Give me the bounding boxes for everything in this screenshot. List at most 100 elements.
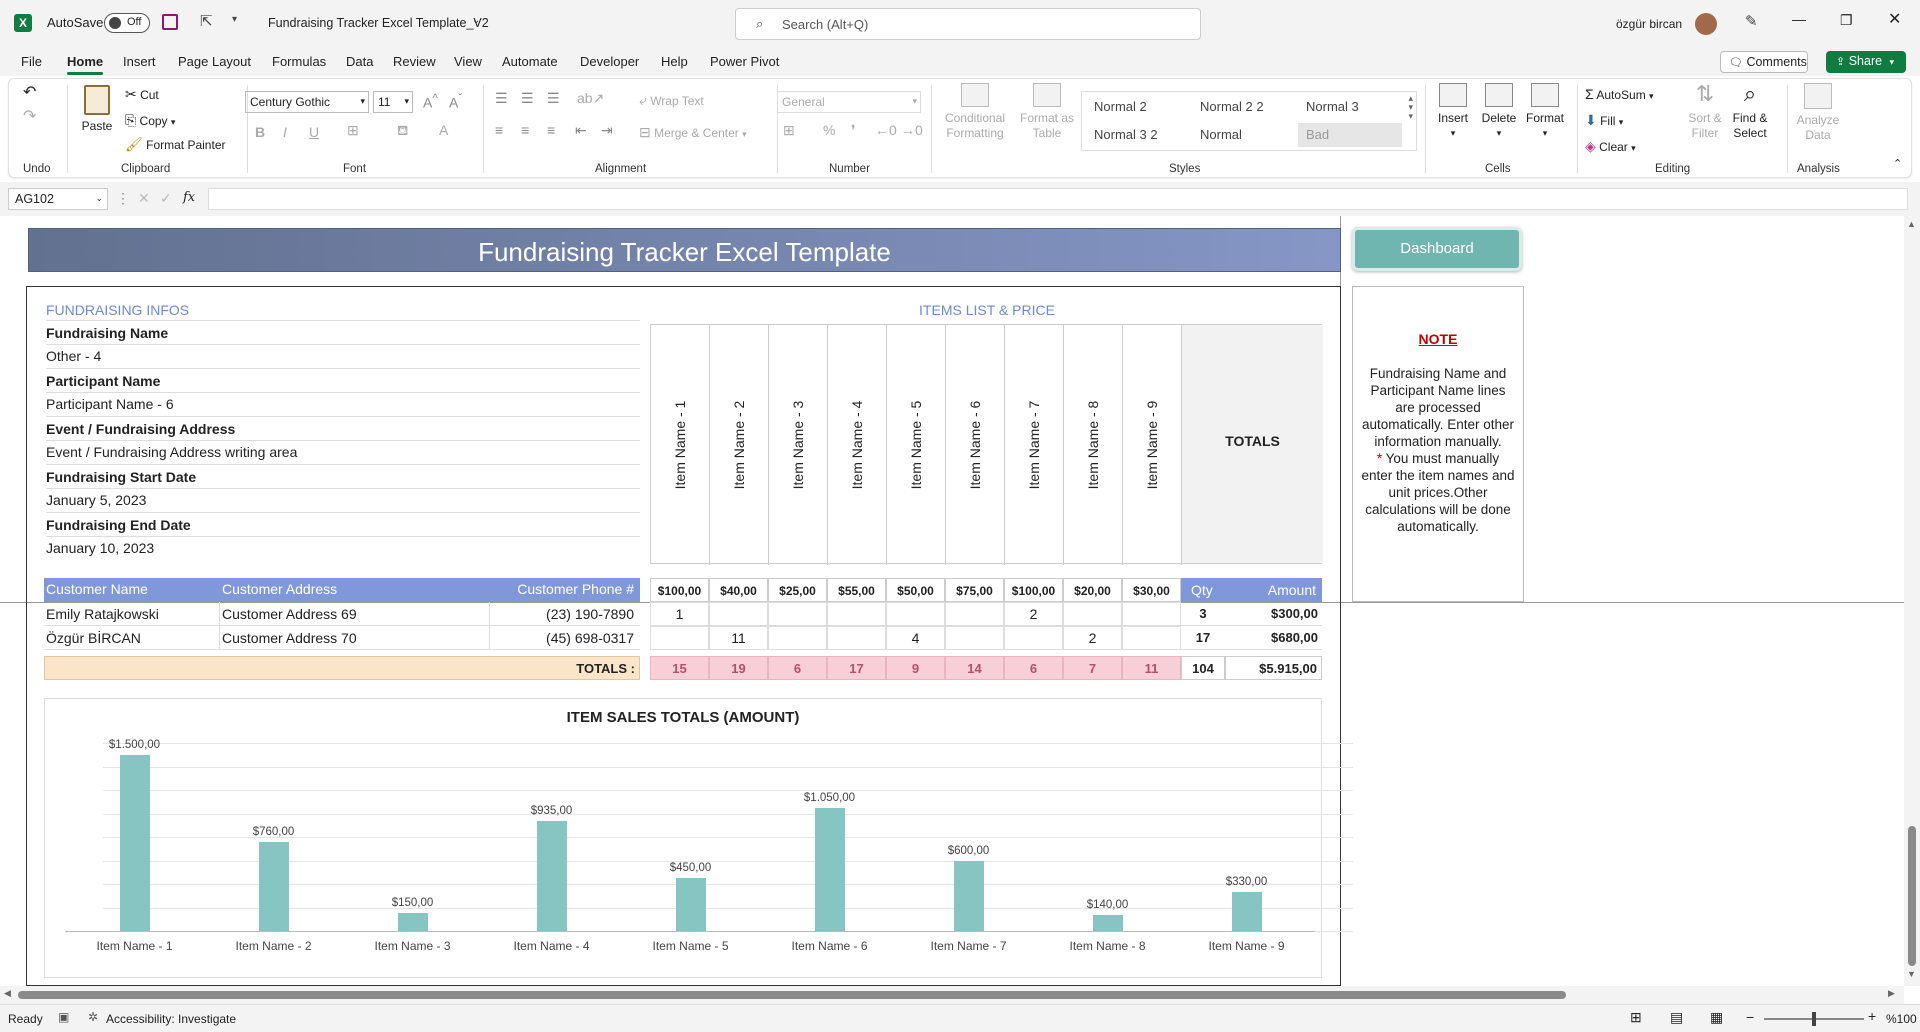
chart-bar[interactable] bbox=[397, 913, 428, 931]
avatar[interactable] bbox=[1695, 13, 1717, 35]
copy-button[interactable]: ⎘ Copy ▾ bbox=[125, 113, 175, 128]
fill-color-icon[interactable]: ⛾ bbox=[397, 122, 409, 138]
tab-help[interactable]: Help bbox=[661, 54, 688, 69]
chart-bar[interactable] bbox=[953, 860, 984, 931]
align-bottom-icon[interactable]: ☰ bbox=[547, 90, 560, 106]
font-size-select[interactable]: 11 ▾ bbox=[373, 91, 413, 113]
find-select-button[interactable]: ⌕ Find & Select bbox=[1727, 83, 1773, 141]
decrease-indent-icon[interactable]: ⇤ bbox=[575, 122, 587, 138]
table-row[interactable]: Emily Ratajkowski Customer Address 69 (23)… bbox=[44, 602, 1322, 626]
item-price[interactable]: $100,00 bbox=[650, 578, 709, 602]
analyze-data-button[interactable]: Analyze Data bbox=[1795, 83, 1841, 143]
insert-cells-button[interactable]: Insert ▾ bbox=[1433, 83, 1473, 139]
style-normal-2-2[interactable]: Normal 2 2 bbox=[1200, 99, 1264, 114]
name-box[interactable]: AG102 ⌄ bbox=[8, 188, 108, 210]
customer-address[interactable]: Customer Address 70 bbox=[220, 626, 490, 650]
fill-button[interactable]: ⬇ Fill ▾ bbox=[1585, 113, 1623, 128]
item-header[interactable]: Item Name - 1 bbox=[651, 325, 710, 565]
item-qty-cell[interactable] bbox=[1122, 626, 1181, 650]
style-normal-3-2[interactable]: Normal 3 2 bbox=[1094, 127, 1158, 142]
user-name[interactable]: özgür bircan bbox=[1616, 17, 1683, 31]
vertical-scrollbar[interactable]: ▲ ▼ bbox=[1904, 216, 1920, 986]
redo-icon[interactable]: ↷ bbox=[23, 108, 37, 125]
cut-button[interactable]: ✂ Cut bbox=[125, 87, 159, 102]
customize-qat-icon[interactable]: ▾ bbox=[232, 14, 238, 25]
item-qty-cell[interactable] bbox=[1122, 602, 1181, 626]
search-box[interactable]: ⌕ Search (Alt+Q) bbox=[735, 8, 1201, 40]
scroll-right-icon[interactable]: ▶ bbox=[1888, 988, 1895, 998]
comma-icon[interactable]: ❜ bbox=[851, 122, 856, 138]
minimize-icon[interactable]: — bbox=[1792, 11, 1806, 27]
collapse-ribbon-icon[interactable]: ⌃ bbox=[1893, 158, 1903, 170]
macro-record-icon[interactable]: ▣ bbox=[58, 1010, 70, 1024]
customer-address[interactable]: Customer Address 69 bbox=[220, 602, 490, 626]
item-qty-cell[interactable] bbox=[1063, 602, 1122, 626]
align-top-icon[interactable]: ☰ bbox=[495, 90, 508, 106]
bold-icon[interactable]: B bbox=[255, 124, 266, 140]
more-icon[interactable]: ⋮ bbox=[116, 190, 130, 206]
formula-input[interactable] bbox=[208, 188, 1908, 210]
font-name-select[interactable]: Century Gothic ▾ bbox=[245, 91, 369, 113]
scroll-down-icon[interactable]: ▼ bbox=[1907, 969, 1916, 979]
page-break-view-icon[interactable]: ▦ bbox=[1710, 1009, 1724, 1025]
italic-icon[interactable]: I bbox=[283, 124, 287, 140]
zoom-in-icon[interactable]: + bbox=[1868, 1008, 1877, 1024]
dashboard-button[interactable]: Dashboard bbox=[1352, 227, 1522, 271]
tab-automate[interactable]: Automate bbox=[502, 54, 558, 69]
function-icon[interactable]: fx bbox=[183, 190, 196, 205]
increase-indent-icon[interactable]: ⇥ bbox=[601, 122, 613, 138]
tab-data[interactable]: Data bbox=[346, 54, 374, 69]
item-qty-cell[interactable]: 1 bbox=[650, 602, 709, 626]
item-price[interactable]: $30,00 bbox=[1122, 578, 1181, 602]
align-right-icon[interactable]: ≡ bbox=[547, 122, 556, 138]
sales-chart[interactable]: ITEM SALES TOTALS (AMOUNT) $1.500,00 Item… bbox=[44, 698, 1353, 978]
item-qty-cell[interactable] bbox=[768, 626, 827, 650]
style-normal-3[interactable]: Normal 3 bbox=[1306, 99, 1359, 114]
customer-phone[interactable]: (45) 698-0317 bbox=[490, 626, 640, 650]
item-header[interactable]: Item Name - 6 bbox=[946, 325, 1005, 565]
item-qty-cell[interactable] bbox=[1004, 626, 1063, 650]
item-header[interactable]: Item Name - 3 bbox=[769, 325, 828, 565]
chevron-down-icon[interactable]: ⌄ bbox=[472, 15, 481, 26]
align-center-icon[interactable]: ≡ bbox=[521, 122, 530, 138]
item-header[interactable]: Item Name - 8 bbox=[1064, 325, 1123, 565]
horizontal-scrollbar[interactable]: ◀ ▶ bbox=[0, 986, 1904, 1004]
format-painter-button[interactable]: 🖌 Format Painter bbox=[125, 137, 225, 152]
vertical-scroll-thumb[interactable] bbox=[1908, 826, 1916, 966]
item-qty-cell[interactable]: 2 bbox=[1063, 626, 1122, 650]
chart-bar[interactable] bbox=[675, 878, 706, 931]
chart-bar[interactable] bbox=[1231, 892, 1262, 931]
item-header[interactable]: Item Name - 7 bbox=[1005, 325, 1064, 565]
cancel-icon[interactable]: ✕ bbox=[138, 190, 150, 206]
tab-file[interactable]: File bbox=[21, 54, 42, 69]
item-header[interactable]: Item Name - 2 bbox=[710, 325, 769, 565]
tab-review[interactable]: Review bbox=[393, 54, 436, 69]
number-format-select[interactable]: General ▾ bbox=[777, 91, 921, 113]
tab-insert[interactable]: Insert bbox=[123, 54, 156, 69]
chart-bar[interactable] bbox=[119, 754, 150, 931]
item-price[interactable]: $100,00 bbox=[1004, 578, 1063, 602]
item-qty-cell[interactable] bbox=[650, 626, 709, 650]
worksheet[interactable]: Fundraising Tracker Excel Template Dashb… bbox=[0, 216, 1904, 986]
tab-formulas[interactable]: Formulas bbox=[272, 54, 327, 69]
comments-button[interactable]: 🗨 Comments bbox=[1720, 51, 1808, 73]
scroll-left-icon[interactable]: ◀ bbox=[4, 988, 11, 998]
maximize-icon[interactable]: ❐ bbox=[1840, 12, 1853, 28]
merge-center-button[interactable]: ⊟ Merge & Center ▾ bbox=[639, 125, 747, 140]
format-as-table-button[interactable]: Format as Table bbox=[1019, 83, 1075, 141]
field-value[interactable]: January 10, 2023 bbox=[46, 536, 640, 558]
tab-home[interactable]: Home bbox=[67, 54, 104, 75]
orientation-icon[interactable]: ab↗ bbox=[577, 90, 605, 106]
close-icon[interactable]: ✕ bbox=[1888, 11, 1902, 28]
item-price[interactable]: $40,00 bbox=[709, 578, 768, 602]
zoom-slider[interactable] bbox=[1764, 1012, 1864, 1026]
autosum-button[interactable]: Σ AutoSum ▾ bbox=[1585, 87, 1654, 102]
item-qty-cell[interactable] bbox=[827, 602, 886, 626]
delete-cells-button[interactable]: Delete ▾ bbox=[1479, 83, 1519, 139]
align-left-icon[interactable]: ≡ bbox=[495, 122, 504, 138]
shrink-font-icon[interactable]: Aˇ bbox=[449, 92, 463, 111]
item-price[interactable]: $55,00 bbox=[827, 578, 886, 602]
chart-bar[interactable] bbox=[536, 821, 567, 931]
chart-bar[interactable] bbox=[258, 841, 289, 931]
sort-filter-button[interactable]: ⇅ Sort & Filter bbox=[1685, 83, 1725, 141]
